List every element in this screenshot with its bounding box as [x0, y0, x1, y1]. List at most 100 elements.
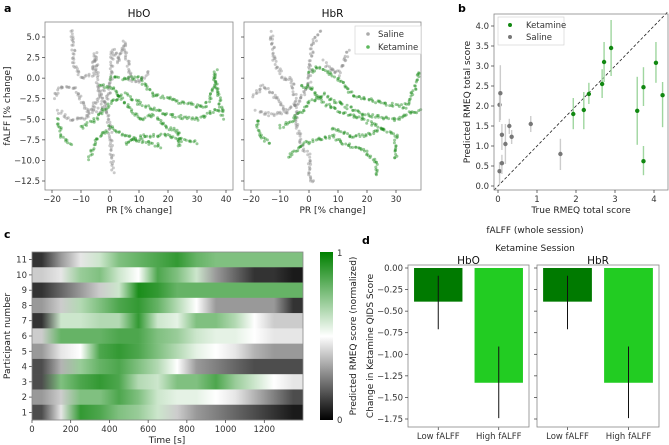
point-saline: [107, 84, 111, 88]
point-ketamine: [324, 104, 328, 108]
legend-marker-ketamine: [366, 45, 370, 49]
point-saline: [276, 110, 280, 114]
point-ketamine: [265, 138, 269, 142]
point-ketamine: [367, 97, 371, 101]
point-saline: [91, 60, 95, 63]
y-tick-label: 5.0: [26, 33, 40, 43]
point-saline: [109, 148, 113, 152]
point-ketamine: [345, 107, 349, 111]
point-ketamine: [327, 134, 331, 138]
point-ketamine: [364, 133, 368, 137]
point-saline: [107, 117, 111, 121]
point-ketamine: [212, 70, 216, 74]
point-ketamine: [307, 71, 311, 74]
point-ketamine: [256, 119, 260, 123]
point-ketamine: [117, 130, 121, 134]
point-saline: [280, 76, 283, 80]
point-ketamine: [167, 128, 171, 132]
point-saline: [114, 52, 118, 55]
point-ketamine: [311, 70, 315, 74]
point-ketamine: [416, 78, 419, 82]
point-ketamine: [218, 99, 222, 103]
point-ketamine: [348, 135, 352, 138]
point-ketamine: [122, 100, 126, 104]
point-ketamine: [348, 90, 352, 94]
y-tick-label: 0.0: [475, 182, 489, 192]
point-saline: [105, 96, 109, 100]
point-saline: [284, 111, 288, 115]
point-saline: [107, 85, 111, 89]
point-saline: [292, 93, 296, 96]
point-saline: [124, 54, 128, 57]
y-axis-label: Predicted RMEQ total score: [463, 40, 473, 163]
point-ketamine: [318, 137, 322, 141]
point-saline: [87, 72, 91, 76]
point-ketamine: [339, 101, 343, 105]
point-saline: [251, 95, 255, 99]
point-ketamine: [358, 146, 361, 150]
point-saline: [96, 78, 100, 82]
point-ketamine: [129, 139, 133, 142]
point-ketamine: [159, 96, 163, 100]
point-ketamine: [256, 119, 260, 123]
point-saline: [134, 79, 138, 83]
point-saline: [109, 72, 113, 76]
point-ketamine: [170, 113, 174, 117]
point-ketamine: [139, 100, 142, 104]
point-saline: [93, 59, 97, 63]
point-saline: [95, 51, 99, 55]
point-saline: [298, 99, 302, 103]
point-ketamine: [360, 133, 364, 137]
point-ketamine: [144, 104, 148, 108]
point-ketamine: [362, 97, 366, 101]
point-ketamine: [255, 125, 259, 129]
point-ketamine: [89, 149, 93, 153]
point-saline: [331, 68, 335, 72]
point-ketamine: [115, 130, 118, 134]
point-saline: [344, 58, 348, 62]
point-ketamine: [660, 93, 665, 98]
point-ketamine: [329, 98, 333, 101]
point-ketamine: [156, 135, 160, 139]
point-ketamine: [346, 143, 350, 147]
point-saline: [306, 82, 310, 86]
point-ketamine: [116, 94, 120, 98]
point-ketamine: [342, 112, 345, 115]
point-saline: [301, 149, 305, 153]
point-saline: [268, 91, 272, 95]
point-ketamine: [222, 117, 226, 121]
point-saline: [96, 71, 100, 75]
point-ketamine: [387, 117, 391, 121]
point-ketamine: [304, 86, 308, 89]
point-ketamine: [130, 98, 134, 102]
point-ketamine: [357, 132, 361, 136]
point-ketamine: [100, 132, 104, 136]
point-ketamine: [355, 95, 359, 99]
point-saline: [92, 73, 96, 77]
y-tick-label: 0.0: [26, 74, 40, 84]
point-ketamine: [114, 129, 118, 133]
point-ketamine: [328, 136, 331, 140]
point-ketamine: [123, 91, 127, 95]
point-ketamine: [299, 145, 303, 148]
point-ketamine: [121, 96, 125, 100]
point-ketamine: [105, 84, 109, 88]
point-ketamine: [398, 117, 402, 121]
point-saline: [330, 67, 334, 71]
point-saline: [87, 112, 91, 116]
point-saline: [290, 86, 294, 90]
point-ketamine: [321, 68, 325, 71]
point-saline: [311, 51, 315, 55]
point-ketamine: [308, 87, 312, 90]
point-ketamine: [164, 125, 168, 129]
point-ketamine: [384, 103, 388, 107]
point-ketamine: [168, 97, 172, 101]
point-ketamine: [125, 134, 129, 138]
point-saline: [110, 155, 114, 159]
point-ketamine: [292, 149, 296, 153]
point-ketamine: [372, 129, 376, 133]
point-ketamine: [174, 99, 178, 103]
point-ketamine: [392, 116, 396, 120]
point-saline: [72, 52, 76, 56]
point-ketamine: [188, 139, 192, 143]
